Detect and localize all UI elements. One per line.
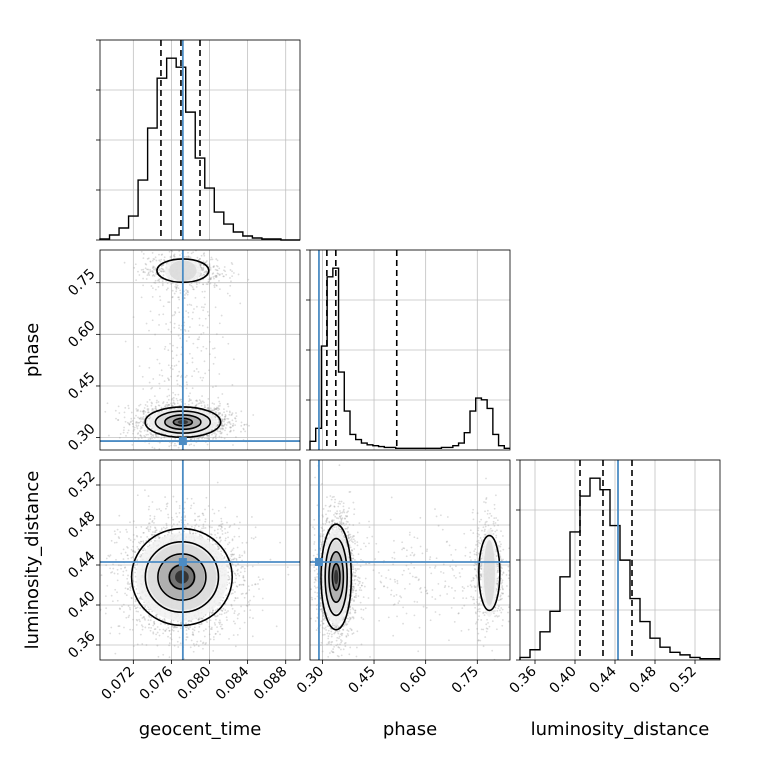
histogram-phase bbox=[309, 267, 510, 450]
x-tick-label: 0.48 bbox=[626, 664, 659, 697]
panel-geocent-time-hist bbox=[96, 39, 301, 241]
contour-line bbox=[157, 553, 207, 601]
x-tick-label: 0.30 bbox=[294, 664, 327, 697]
x-tick-label: 0.44 bbox=[586, 663, 619, 696]
x-tick-label: 0.60 bbox=[397, 664, 430, 697]
axes-frame bbox=[519, 459, 721, 661]
x-tick-label: 0.076 bbox=[137, 663, 177, 703]
axes-frame bbox=[99, 249, 301, 451]
contour-line bbox=[331, 562, 341, 591]
y-tick-label: 0.40 bbox=[65, 588, 98, 621]
y-tick-label: 0.48 bbox=[65, 508, 98, 541]
x-tick-label: 0.072 bbox=[98, 664, 138, 704]
x-tick-label: 0.088 bbox=[251, 664, 291, 704]
x-tick-label: 0.45 bbox=[346, 664, 379, 697]
panel-phase-vs-luminosity-distance: 0.30 0.45 0.60 0.75 bbox=[294, 459, 511, 697]
density-shade bbox=[483, 540, 495, 606]
y-tick-label: 0.44 bbox=[65, 548, 98, 581]
contour-line bbox=[328, 550, 345, 603]
y-tick-label: 0.75 bbox=[65, 266, 98, 299]
x-tick-label: 0.36 bbox=[506, 663, 539, 696]
plot-area bbox=[100, 250, 300, 450]
contour-line bbox=[144, 540, 220, 613]
panel-luminosity-distance-hist: 0.36 0.40 0.44 0.48 0.52 bbox=[506, 459, 721, 697]
histogram-geocent-time bbox=[99, 57, 300, 241]
x-tick-label: 0.080 bbox=[175, 664, 215, 704]
ylabel-phase: phase bbox=[22, 323, 43, 377]
density-shade bbox=[334, 569, 339, 585]
panel-geocent-time-vs-phase: 0.30 0.45 0.60 0.75 bbox=[65, 249, 301, 454]
axes-frame bbox=[309, 249, 511, 451]
truth-marker bbox=[314, 558, 323, 566]
x-tick-label: 0.52 bbox=[666, 664, 699, 697]
xlabel-geocent-time: geocent_time bbox=[139, 719, 262, 740]
xlabel-luminosity-distance: luminosity_distance bbox=[531, 719, 710, 740]
panel-phase-hist bbox=[306, 249, 511, 451]
plot-area bbox=[100, 460, 300, 660]
contour-line bbox=[130, 527, 233, 627]
y-tick-label: 0.60 bbox=[65, 318, 98, 351]
y-tick-label: 0.52 bbox=[65, 468, 98, 501]
truth-marker bbox=[178, 558, 187, 566]
contour-line bbox=[478, 534, 501, 612]
contour-line bbox=[320, 523, 353, 631]
xlabel-phase: phase bbox=[383, 719, 437, 740]
x-tick-label: 0.084 bbox=[213, 663, 253, 703]
y-tick-label: 0.45 bbox=[65, 369, 98, 402]
axes-frame bbox=[309, 459, 511, 661]
plot-area bbox=[310, 460, 510, 660]
y-tick-label: 0.36 bbox=[65, 628, 98, 661]
panel-geocent-time-vs-luminosity-distance: 0.36 0.40 0.44 0.48 0.52 0.0720.0760.0800.084… bbox=[65, 459, 301, 704]
density-shade bbox=[175, 570, 189, 584]
histogram-luminosity-distance bbox=[519, 477, 720, 660]
truth-marker bbox=[178, 437, 187, 446]
ylabel-luminosity-distance: luminosity_distance bbox=[22, 471, 43, 650]
axes-frame bbox=[99, 459, 301, 661]
x-tick-label: 0.75 bbox=[449, 664, 482, 697]
axes-frame bbox=[99, 39, 301, 241]
contour-line bbox=[324, 537, 348, 617]
y-tick-label: 0.30 bbox=[65, 421, 98, 454]
x-tick-label: 0.40 bbox=[546, 664, 579, 697]
